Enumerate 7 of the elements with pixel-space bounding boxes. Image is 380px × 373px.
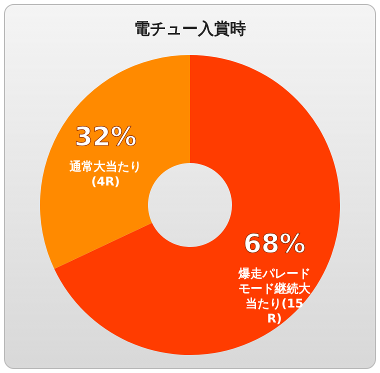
slice-label: 爆走パレードモード継続大当たり(15R) bbox=[237, 266, 312, 326]
data-label: 68% bbox=[243, 230, 306, 260]
chart-title: 電チュー入賞時 bbox=[134, 19, 246, 38]
data-label: 32% bbox=[74, 122, 137, 152]
slice-label: 通常大当たり(4R) bbox=[68, 159, 142, 188]
donut-slice bbox=[54, 55, 340, 355]
donut-slice bbox=[40, 55, 190, 269]
